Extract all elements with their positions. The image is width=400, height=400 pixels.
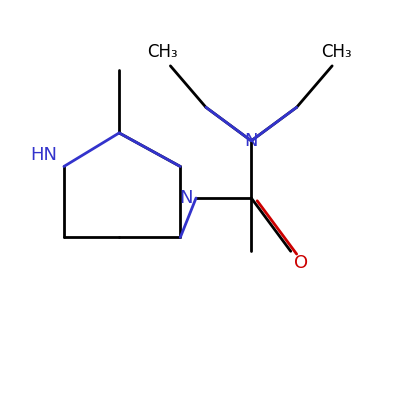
Text: CH₃: CH₃ [147, 43, 178, 61]
Text: O: O [294, 254, 308, 272]
Text: N: N [244, 132, 258, 150]
Text: N: N [180, 189, 193, 207]
Text: HN: HN [31, 146, 58, 164]
Text: CH₃: CH₃ [321, 43, 351, 61]
